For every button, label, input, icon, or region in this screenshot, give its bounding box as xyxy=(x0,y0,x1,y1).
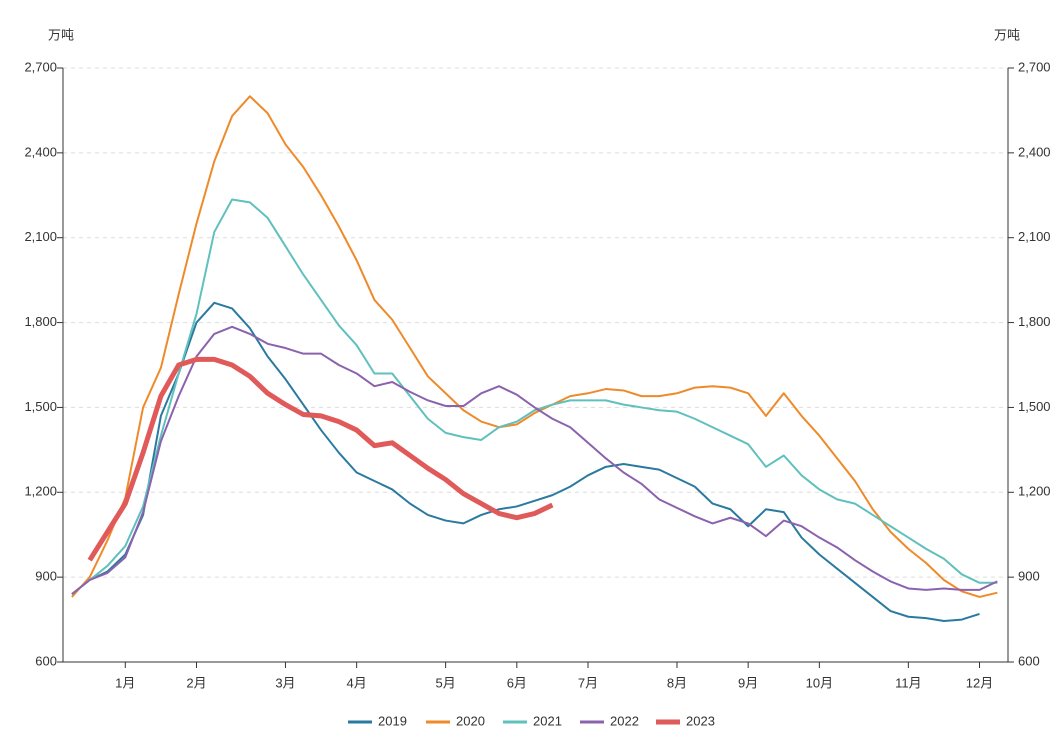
y2-tick-label: 2,400 xyxy=(1018,144,1051,159)
y2-tick-label: 2,700 xyxy=(1018,59,1051,74)
x-tick-label: 7月 xyxy=(578,675,598,690)
y-tick-label: 1,800 xyxy=(24,314,57,329)
y-tick-label: 1,200 xyxy=(24,484,57,499)
legend-label: 2023 xyxy=(686,713,715,728)
x-tick-label: 2月 xyxy=(186,675,206,690)
series-line xyxy=(71,301,980,622)
legend-label: 2019 xyxy=(378,713,407,728)
y2-tick-label: 600 xyxy=(1018,653,1040,668)
x-tick-label: 1月 xyxy=(115,675,135,690)
y-tick-label: 600 xyxy=(35,653,57,668)
y-unit-right: 万吨 xyxy=(994,27,1020,42)
x-tick-label: 10月 xyxy=(806,675,833,690)
x-tick-label: 11月 xyxy=(895,675,922,690)
legend-label: 2020 xyxy=(456,713,485,728)
x-tick-label: 12月 xyxy=(966,675,993,690)
y2-tick-label: 1,500 xyxy=(1018,399,1051,414)
y2-tick-label: 1,800 xyxy=(1018,314,1051,329)
y-tick-label: 1,500 xyxy=(24,399,57,414)
y2-tick-label: 900 xyxy=(1018,569,1040,584)
series-line xyxy=(87,356,554,562)
x-tick-label: 3月 xyxy=(275,675,295,690)
y-tick-label: 900 xyxy=(35,569,57,584)
y-tick-label: 2,100 xyxy=(24,229,57,244)
legend-label: 2021 xyxy=(533,713,562,728)
y2-tick-label: 1,200 xyxy=(1018,484,1051,499)
y-unit-left: 万吨 xyxy=(48,27,74,42)
x-tick-label: 6月 xyxy=(507,675,527,690)
x-tick-label: 4月 xyxy=(347,675,367,690)
legend-label: 2022 xyxy=(610,713,639,728)
x-tick-label: 8月 xyxy=(667,675,687,690)
y-tick-label: 2,400 xyxy=(24,144,57,159)
x-tick-label: 9月 xyxy=(738,675,758,690)
x-tick-label: 5月 xyxy=(436,675,456,690)
series-line xyxy=(71,198,998,595)
series-line xyxy=(71,95,998,598)
series-line xyxy=(71,325,998,595)
y-tick-label: 2,700 xyxy=(24,59,57,74)
y2-tick-label: 2,100 xyxy=(1018,229,1051,244)
